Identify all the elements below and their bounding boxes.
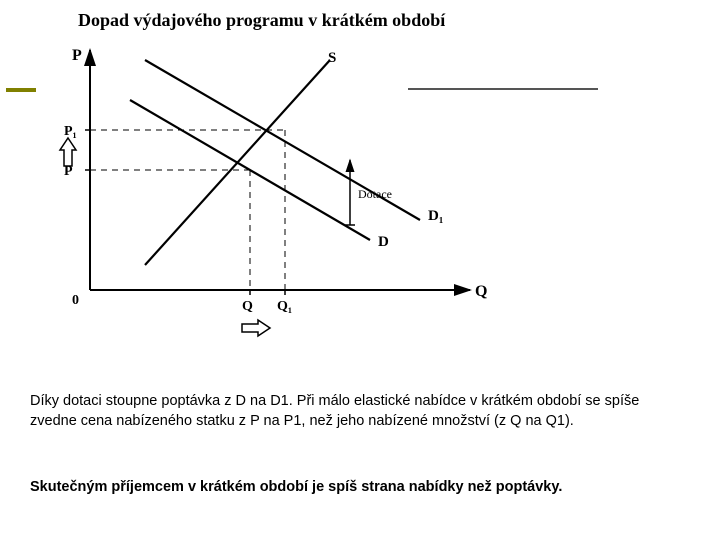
x-axis-label: Q (475, 283, 487, 300)
x-tick-Q: Q (242, 299, 253, 314)
accent-bar (6, 88, 36, 92)
slide-root: Dopad výdajového programu v krátkém obdo… (0, 0, 720, 540)
chart-title: Dopad výdajového programu v krátkém obdo… (78, 10, 445, 31)
subsidy-label: Dotace (358, 187, 392, 201)
conclusion-paragraph: Skutečným příjemcem v krátkém období je … (30, 478, 690, 498)
x-tick-Q₁: Q₁ (277, 299, 292, 314)
explanation-paragraph-1: Díky dotaci stoupne poptávka z D na D1. … (30, 392, 690, 431)
curve-label-D: D (378, 234, 389, 250)
origin-label: 0 (72, 293, 79, 308)
y-tick-P₁: P₁ (64, 124, 77, 139)
quantity-shift-arrow-icon (242, 320, 270, 336)
econ-chart: PQ0P₁PQQ₁SDD₁Dotace (60, 40, 500, 350)
price-shift-arrow-icon (60, 138, 76, 166)
curve-label-D1: D₁ (428, 208, 443, 224)
curve-label-S: S (328, 50, 336, 66)
y-axis-label: P (72, 47, 82, 64)
